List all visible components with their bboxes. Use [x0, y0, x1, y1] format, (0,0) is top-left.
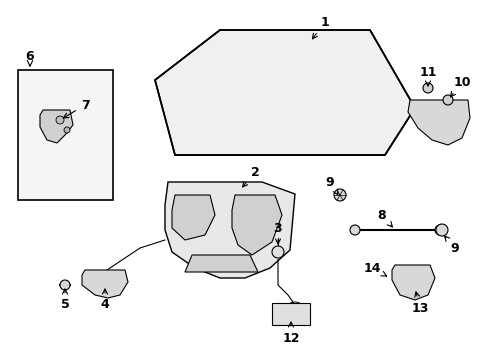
Text: 9: 9 [325, 176, 337, 195]
Text: 13: 13 [410, 292, 428, 315]
Bar [18, 70, 113, 200]
Text: 1: 1 [312, 15, 329, 39]
Circle shape [64, 127, 70, 133]
Polygon shape [40, 110, 73, 143]
Polygon shape [82, 270, 128, 298]
Polygon shape [407, 100, 469, 145]
Text: 8: 8 [377, 208, 391, 227]
Circle shape [60, 280, 70, 290]
Polygon shape [184, 255, 258, 272]
Text: 10: 10 [449, 76, 470, 97]
Polygon shape [155, 30, 414, 155]
Text: 5: 5 [61, 289, 69, 311]
Circle shape [333, 189, 346, 201]
Text: 9: 9 [444, 236, 458, 255]
Text: 2: 2 [242, 166, 259, 187]
Text: 14: 14 [363, 261, 386, 276]
Text: 3: 3 [273, 221, 282, 244]
Text: 11: 11 [418, 66, 436, 86]
Polygon shape [164, 182, 294, 278]
Text: 12: 12 [282, 322, 299, 345]
Circle shape [435, 224, 447, 236]
Circle shape [442, 95, 452, 105]
Circle shape [422, 83, 432, 93]
Polygon shape [231, 195, 282, 255]
Text: 6: 6 [26, 50, 34, 63]
Text: 4: 4 [101, 289, 109, 311]
Circle shape [271, 246, 284, 258]
Polygon shape [391, 265, 434, 300]
Text: 7: 7 [63, 99, 89, 118]
Circle shape [434, 225, 444, 235]
Polygon shape [172, 195, 215, 240]
Circle shape [56, 116, 64, 124]
Bar [271, 303, 309, 325]
Circle shape [349, 225, 359, 235]
